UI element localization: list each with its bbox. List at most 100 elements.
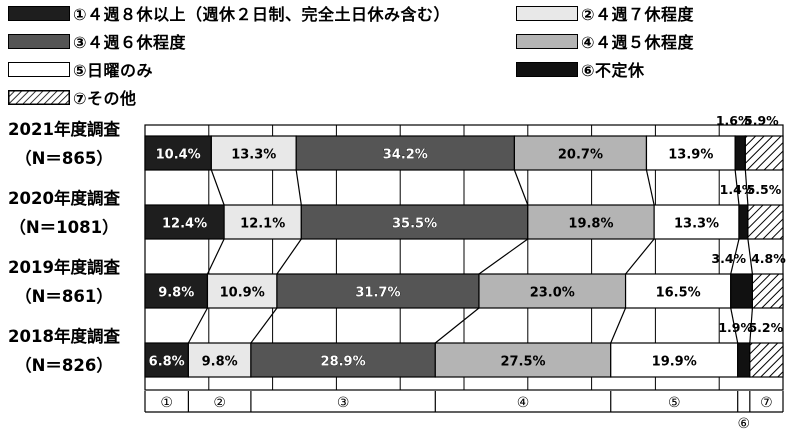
category-label: 2021年度調査 bbox=[8, 119, 120, 139]
data-label: 6.8% bbox=[149, 355, 185, 370]
category-sample-size: （N＝861） bbox=[15, 286, 113, 306]
axis-category-label: ① bbox=[160, 395, 173, 411]
legend-label-4: ④４週５休程度 bbox=[581, 33, 695, 52]
connector-line bbox=[734, 169, 740, 206]
bar-segment-c2 bbox=[206, 273, 278, 309]
data-label: 12.4% bbox=[162, 217, 207, 232]
connector-line bbox=[744, 169, 749, 206]
connector-line bbox=[749, 307, 754, 344]
connector-line bbox=[730, 307, 739, 344]
bar-segment-c1 bbox=[144, 342, 189, 378]
bar-segment-c3 bbox=[295, 135, 516, 171]
data-label: 27.5% bbox=[500, 355, 545, 370]
data-label: 19.9% bbox=[652, 355, 697, 370]
data-label: 9.8% bbox=[202, 355, 238, 370]
legend-item-2: ②４週７休程度 bbox=[516, 3, 694, 24]
bar-segment-c5 bbox=[653, 204, 740, 240]
connector-line bbox=[276, 238, 302, 275]
legend: ①４週８休以上（週休２日制、完全土日休み含む） ②４週７休程度 ③４週６休程度 … bbox=[0, 0, 800, 118]
data-label: 13.3% bbox=[231, 148, 276, 163]
category-label: 2019年度調査 bbox=[8, 257, 120, 277]
connector-line bbox=[434, 307, 480, 344]
data-label-small: 1.6% bbox=[716, 113, 751, 128]
data-label-small: 5.9% bbox=[744, 113, 779, 128]
legend-swatch-4 bbox=[516, 33, 578, 49]
bar-segment-c4 bbox=[527, 204, 655, 240]
legend-swatch-3 bbox=[8, 33, 70, 49]
data-label: 19.8% bbox=[568, 217, 613, 232]
data-label-small: 4.8% bbox=[751, 251, 786, 266]
legend-swatch-7 bbox=[8, 89, 70, 105]
legend-item-4: ④４週５休程度 bbox=[516, 31, 695, 52]
bar-segment-c7 bbox=[749, 342, 784, 378]
legend-item-1: ①４週８休以上（週休２日制、完全土日休み含む） bbox=[8, 3, 451, 24]
category-sample-size: （N＝1081） bbox=[9, 217, 118, 237]
connector-line bbox=[295, 169, 302, 206]
data-label-small: 5.5% bbox=[747, 182, 782, 197]
bar-segment-c2 bbox=[210, 135, 297, 171]
bar-segment-c7 bbox=[747, 204, 784, 240]
data-label: 16.5% bbox=[656, 286, 701, 301]
axis-category-label: ⑤ bbox=[668, 395, 681, 411]
legend-label-1: ①４週８休以上（週休２日制、完全土日休み含む） bbox=[73, 5, 451, 24]
axis-category-label: ③ bbox=[337, 395, 350, 411]
bar-segment-c2 bbox=[223, 204, 302, 240]
bar-segment-c4 bbox=[513, 135, 648, 171]
connector-line bbox=[625, 238, 655, 275]
connector-line bbox=[478, 238, 529, 275]
data-label-small: 3.4% bbox=[711, 251, 746, 266]
connector-line bbox=[250, 307, 278, 344]
bar-segment-c6 bbox=[734, 135, 746, 171]
data-label: 35.5% bbox=[392, 217, 437, 232]
legend-item-3: ③４週６休程度 bbox=[8, 31, 186, 52]
category-sample-size: （N＝826） bbox=[15, 355, 113, 375]
bar-segment-c3 bbox=[300, 204, 529, 240]
axis-category-label: ⑦ bbox=[760, 395, 773, 411]
connector-line bbox=[206, 238, 225, 275]
data-label: 10.4% bbox=[156, 148, 201, 163]
legend-item-6: ⑥不定休 bbox=[516, 59, 645, 80]
bar-segment-c6 bbox=[730, 273, 754, 309]
category-label: 2020年度調査 bbox=[8, 188, 120, 208]
legend-swatch-1 bbox=[8, 5, 70, 21]
legend-swatch-6 bbox=[516, 61, 578, 77]
data-label-small: 1.9% bbox=[718, 320, 753, 335]
data-label: 13.9% bbox=[668, 148, 713, 163]
data-label: 31.7% bbox=[355, 286, 400, 301]
category-label: 2018年度調査 bbox=[8, 326, 120, 346]
bar-segment-c6 bbox=[738, 204, 749, 240]
connector-line bbox=[645, 169, 655, 206]
data-label: 10.9% bbox=[220, 286, 265, 301]
data-label: 20.7% bbox=[558, 148, 603, 163]
bar-segment-c5 bbox=[645, 135, 736, 171]
data-label: 13.3% bbox=[674, 217, 719, 232]
bar-segment-c6 bbox=[737, 342, 751, 378]
bar-segment-c3 bbox=[250, 342, 436, 378]
data-label-small: 5.2% bbox=[748, 320, 783, 335]
data-label-small: 1.4% bbox=[720, 182, 755, 197]
bar-segment-c3 bbox=[276, 273, 480, 309]
plot-frame bbox=[144, 124, 784, 391]
bar-segment-c7 bbox=[751, 273, 784, 309]
data-label: 12.1% bbox=[240, 217, 285, 232]
connector-line bbox=[513, 169, 529, 206]
data-label: 34.2% bbox=[383, 148, 428, 163]
legend-label-7: ⑦その他 bbox=[73, 89, 137, 108]
bar-segment-c2 bbox=[187, 342, 252, 378]
legend-item-5: ⑤日曜のみ bbox=[8, 59, 153, 80]
axis-category-label: ④ bbox=[517, 395, 530, 411]
axis-category-label: ② bbox=[213, 395, 226, 411]
bar-segment-c1 bbox=[144, 273, 209, 309]
legend-item-7: ⑦その他 bbox=[8, 87, 137, 108]
connector-line bbox=[747, 238, 754, 275]
connector-line bbox=[187, 307, 208, 344]
bar-segment-c7 bbox=[744, 135, 784, 171]
bar-segment-c4 bbox=[478, 273, 627, 309]
data-label: 28.9% bbox=[321, 355, 366, 370]
bar-segment-c1 bbox=[144, 135, 212, 171]
legend-swatch-2 bbox=[516, 5, 578, 21]
data-label: 23.0% bbox=[530, 286, 575, 301]
axis-category-label: ⑥ bbox=[737, 416, 750, 432]
bar-segment-c5 bbox=[610, 342, 739, 378]
